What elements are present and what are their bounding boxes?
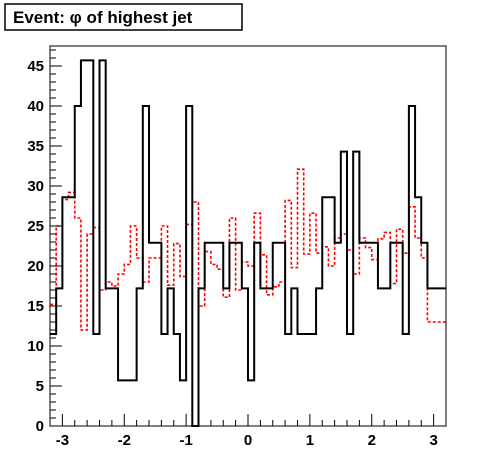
- x-tick-label: 1: [306, 432, 314, 449]
- series-red-dashed-line: [50, 168, 446, 331]
- title-frame: [4, 3, 243, 31]
- x-tick-label: 3: [429, 432, 437, 449]
- y-tick-label: 45: [27, 58, 44, 75]
- x-tick-label: -3: [56, 432, 69, 449]
- x-tick-label: 0: [244, 432, 252, 449]
- y-tick-label: 30: [27, 178, 44, 195]
- axis-ticks: [49, 49, 447, 427]
- series-solid-black: [50, 59, 446, 427]
- y-tick-label: 40: [27, 98, 44, 115]
- y-tick-label: 10: [27, 338, 44, 355]
- y-tick-label: 15: [27, 298, 44, 315]
- x-tick-label: -1: [179, 432, 192, 449]
- y-tick-label: 25: [27, 218, 44, 235]
- y-tick-label: 0: [36, 418, 44, 435]
- y-tick-label: 35: [27, 138, 44, 155]
- y-tick-label: 20: [27, 258, 44, 275]
- chart-title-box: Event: φ of highest jet: [4, 3, 243, 31]
- x-tick-label: 2: [368, 432, 376, 449]
- chart-title: Event: φ of highest jet: [13, 8, 193, 27]
- x-tick-label: -2: [118, 432, 131, 449]
- series-black-solid-line: [50, 59, 446, 427]
- series-dashed-red: [50, 168, 446, 331]
- y-tick-label: 5: [36, 378, 44, 395]
